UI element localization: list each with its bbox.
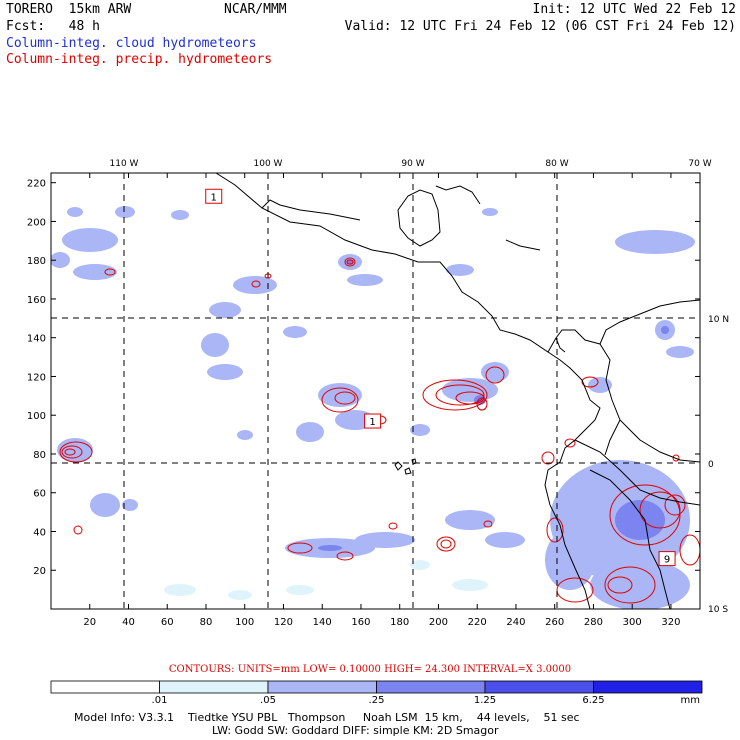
box-labels: 1 1 9 (205, 188, 676, 567)
lat-label-0: 0 (708, 460, 714, 470)
x-tick-label: 80 (200, 617, 213, 628)
map-frame (50, 172, 701, 610)
y-tick-label: 180 (27, 256, 46, 267)
legend-cloud: Column-integ. cloud hydrometeors (6, 36, 257, 51)
model-info: Model Info: V3.3.1 Tiedtke YSU PBL Thomp… (74, 711, 580, 724)
x-tick-label: 60 (161, 617, 174, 628)
lon-label-70w: 70 W (688, 159, 711, 169)
forecast-hour: Fcst: 48 h (6, 19, 100, 34)
x-tick-label: 180 (390, 617, 409, 628)
y-tick-label: 140 (27, 334, 46, 345)
y-tick-label: 40 (33, 527, 46, 538)
colorbar-tick-label: 6.25 (582, 695, 604, 706)
extremum-box (658, 551, 676, 567)
model-name: TORERO 15km ARW (6, 2, 132, 17)
colorbar-segment (484, 680, 594, 694)
y-tick-label: 220 (27, 179, 46, 190)
lat-labels: 10 N 0 10 S (708, 315, 729, 615)
lon-label-100w: 100 W (254, 159, 283, 169)
y-tick-label: 120 (27, 372, 46, 383)
lat-label-10s: 10 S (708, 605, 728, 615)
x-tick-label: 40 (122, 617, 135, 628)
x-tick-label: 120 (274, 617, 293, 628)
cloud-field (51, 206, 695, 609)
init-time: Init: 12 UTC Wed 22 Feb 12 (532, 2, 737, 17)
colorbar-segment (159, 680, 269, 694)
cloud-field-light (164, 560, 488, 600)
extremum-label: 9 (664, 555, 670, 566)
x-tick-label: 100 (235, 617, 254, 628)
lon-label-80w: 80 W (545, 159, 568, 169)
y-tick-label: 100 (27, 411, 46, 422)
colorbar-tick-label: .05 (260, 695, 276, 706)
extremum-label: 1 (369, 417, 375, 428)
colorbar: .01 .05 .25 1.25 6.25 mm (50, 680, 703, 706)
colorbar-tick-label: 1.25 (474, 695, 496, 706)
contours-label: CONTOURS: UNITS=mm LOW= 0.10000 HIGH= 24… (168, 664, 572, 675)
x-tick-label: 300 (623, 617, 642, 628)
legend-precip: Column-integ. precip. hydrometeors (6, 52, 273, 67)
extremum-label: 1 (211, 192, 217, 203)
model-physics: LW: Godd SW: Goddard DIFF: simple KM: 2D… (212, 724, 499, 737)
y-tick-label: 160 (27, 295, 46, 306)
colorbar-segment (267, 680, 377, 694)
colorbar-tick-label: .25 (369, 695, 385, 706)
x-tick-label: 140 (313, 617, 332, 628)
lon-label-90w: 90 W (401, 159, 424, 169)
x-tick-label: 220 (468, 617, 487, 628)
y-tick-label: 20 (33, 566, 46, 577)
lon-labels: 110 W 100 W 90 W 80 W 70 W (110, 159, 712, 169)
y-tick-label: 60 (33, 489, 46, 500)
lat-lon-grid (51, 173, 700, 609)
extremum-box (205, 188, 223, 204)
x-tick-label: 240 (506, 617, 525, 628)
x-tick-label: 280 (584, 617, 603, 628)
colorbar-segment (376, 680, 486, 694)
y-tick-label: 80 (33, 450, 46, 461)
axis-ticks (51, 173, 700, 609)
y-tick-label: 200 (27, 217, 46, 228)
colorbar-segment (50, 680, 160, 694)
lon-label-110w: 110 W (110, 159, 139, 169)
x-tick-label: 260 (545, 617, 564, 628)
colorbar-segment (593, 680, 703, 694)
lat-label-10n: 10 N (708, 315, 729, 325)
axis-tick-labels: 20 40 60 80 100 120 140 160 180 200 220 240 260 280 30… (27, 179, 681, 628)
x-tick-label: 200 (429, 617, 448, 628)
colorbar-units: mm (681, 695, 700, 706)
colorbar-tick-label: .01 (152, 695, 168, 706)
x-tick-label: 160 (351, 617, 370, 628)
extremum-box (364, 413, 382, 429)
x-tick-label: 20 (83, 617, 96, 628)
center-name: NCAR/MMM (224, 2, 287, 17)
x-tick-label: 320 (661, 617, 680, 628)
valid-time: Valid: 12 UTC Fri 24 Feb 12 (06 CST Fri … (344, 19, 736, 34)
